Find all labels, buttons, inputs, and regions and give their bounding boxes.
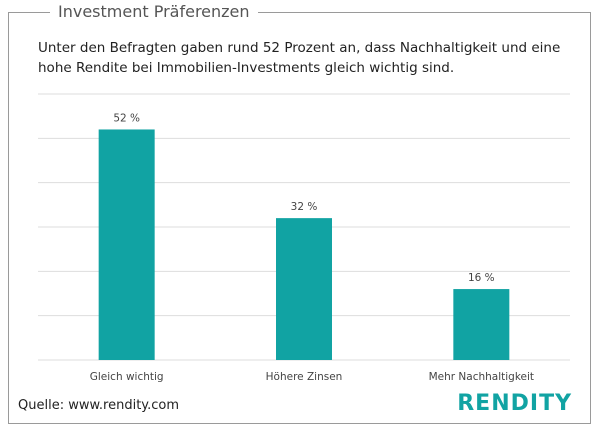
- x-tick-label: Mehr Nachhaltigkeit: [429, 371, 534, 383]
- source: Quelle: www.rendity.com: [18, 398, 180, 413]
- logo: RENDITY: [457, 391, 572, 416]
- x-tick-label: Gleich wichtig: [90, 371, 164, 383]
- subtitle: Unter den Befragten gaben rund 52 Prozen…: [38, 40, 561, 76]
- frame: [8, 12, 591, 424]
- bar: [98, 129, 155, 360]
- bar: [453, 289, 510, 360]
- x-tick-label: Höhere Zinsen: [266, 371, 343, 383]
- value-label: 52 %: [113, 112, 140, 124]
- title: Investment Präferenzen: [50, 2, 258, 21]
- value-label: 32 %: [291, 201, 318, 213]
- bar: [276, 218, 332, 360]
- value-label: 16 %: [468, 272, 495, 284]
